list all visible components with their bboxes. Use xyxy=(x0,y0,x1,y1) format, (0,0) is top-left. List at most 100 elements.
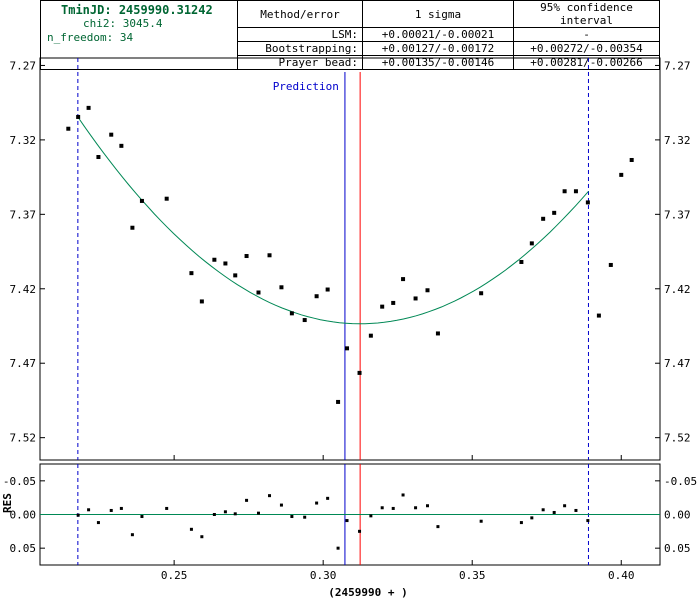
res-y-tick-label-left: 0.05 xyxy=(10,542,37,555)
data-point xyxy=(267,253,272,258)
data-point xyxy=(233,273,238,278)
row-sigma: +0.00135/-0.00146 xyxy=(362,55,514,70)
residual-point xyxy=(563,504,567,508)
residual-point xyxy=(130,533,134,537)
data-point xyxy=(325,287,330,292)
data-point xyxy=(164,196,169,201)
residual-point xyxy=(315,501,319,505)
header-method: Method/error xyxy=(237,0,363,28)
y-tick-label-left: 7.47 xyxy=(10,357,37,370)
data-point xyxy=(119,143,124,148)
x-tick-label: 0.35 xyxy=(459,569,486,582)
x-axis-label: (2459990 + ) xyxy=(328,586,407,599)
tmin-readout: TminJD: 2459990.31242 xyxy=(47,3,237,17)
residual-point xyxy=(574,508,578,512)
res-y-tick-label-right: -0.05 xyxy=(664,475,697,488)
residual-point xyxy=(109,508,113,512)
residual-point xyxy=(212,513,216,516)
chi2-value: 3045.4 xyxy=(122,17,163,30)
data-point xyxy=(199,299,204,304)
chi2-readout: chi2: 3045.4 xyxy=(47,17,237,31)
data-point xyxy=(345,346,350,351)
data-point xyxy=(256,290,261,295)
residual-point xyxy=(245,498,249,502)
residual-point xyxy=(436,525,440,529)
data-point xyxy=(357,370,362,375)
data-point xyxy=(608,262,613,267)
residual-point xyxy=(519,521,523,525)
nfreedom-value: 34 xyxy=(119,31,134,44)
data-point xyxy=(223,261,228,266)
results-table: TminJD: 2459990.31242 chi2: 3045.4 n_fre… xyxy=(40,0,660,70)
res-y-tick-label-left: -0.05 xyxy=(3,475,36,488)
table-row: LSM: +0.00021/-0.00021 - xyxy=(41,27,660,42)
residual-point xyxy=(290,515,294,519)
residual-plot: -0.05 -0.05 0.00 0.00 0.05 0.05 0.25 0.30 0.35 0.… xyxy=(3,463,697,582)
residual-point xyxy=(223,510,227,514)
residual-point xyxy=(414,506,418,510)
y-tick-label-left: 7.52 xyxy=(10,432,37,445)
residual-point xyxy=(358,529,362,533)
y-tick-label-right: 7.52 xyxy=(664,432,691,445)
data-point xyxy=(86,105,91,110)
residual-point xyxy=(87,508,91,512)
residual-point xyxy=(479,519,483,523)
table-row: Bootstrapping: +0.00127/-0.00172 +0.0027… xyxy=(41,41,660,56)
data-point xyxy=(529,241,534,246)
data-point xyxy=(541,216,546,221)
row-method: Prayer bead: xyxy=(237,55,363,70)
residual-point xyxy=(391,506,395,510)
y-tick-label-left: 7.37 xyxy=(10,208,37,221)
prediction-label: Prediction xyxy=(273,80,339,93)
y-tick-label-right: 7.27 xyxy=(664,59,691,72)
data-point xyxy=(425,288,430,293)
data-point xyxy=(212,257,217,262)
data-point xyxy=(189,271,194,276)
residual-point xyxy=(336,546,340,550)
data-point xyxy=(519,259,524,264)
data-point xyxy=(279,285,284,290)
data-point xyxy=(585,200,590,205)
data-point xyxy=(139,198,144,203)
y-tick-label-left: 7.42 xyxy=(10,283,37,296)
data-point xyxy=(76,114,81,119)
residual-point xyxy=(279,503,283,507)
nfreedom-label: n_freedom: xyxy=(47,31,114,44)
data-point xyxy=(66,126,71,131)
x-tick-label: 0.40 xyxy=(608,569,635,582)
residual-point xyxy=(552,510,556,514)
data-point xyxy=(96,155,101,160)
data-point xyxy=(413,296,418,301)
data-point xyxy=(479,291,484,296)
residual-point xyxy=(345,519,349,523)
y-tick-label-left: 7.27 xyxy=(10,59,37,72)
lightcurve-plot: 7.27 7.27 7.32 7.32 7.37 7.37 7.42 7.42 7.47 7.47… xyxy=(10,57,691,461)
table-row: Prayer bead: +0.00135/-0.00146 +0.00281/… xyxy=(41,55,660,70)
res-y-tick-label-right: 0.00 xyxy=(664,509,691,522)
header-sigma: 1 sigma xyxy=(362,0,514,28)
residual-point xyxy=(165,506,169,510)
data-point xyxy=(619,172,624,177)
data-point xyxy=(380,304,385,309)
residual-point xyxy=(380,506,384,510)
plot-frame xyxy=(39,57,661,461)
tmin-value: 2459990.31242 xyxy=(118,3,213,17)
data-point xyxy=(130,225,135,230)
residual-point xyxy=(140,515,144,519)
data-point xyxy=(562,189,567,194)
data-point xyxy=(302,318,307,323)
x-tick-label: 0.25 xyxy=(161,569,188,582)
data-point xyxy=(401,277,406,282)
data-point xyxy=(336,399,341,404)
nfreedom-readout: n_freedom: 34 xyxy=(47,31,237,45)
data-point xyxy=(552,210,557,215)
residual-point xyxy=(401,493,405,497)
data-point xyxy=(435,331,440,336)
data-point xyxy=(391,300,396,305)
residual-point xyxy=(530,516,534,520)
data-point xyxy=(289,311,294,316)
residual-point xyxy=(119,506,123,510)
residual-point xyxy=(233,512,237,516)
header-ci: 95% confidence interval xyxy=(513,0,660,28)
